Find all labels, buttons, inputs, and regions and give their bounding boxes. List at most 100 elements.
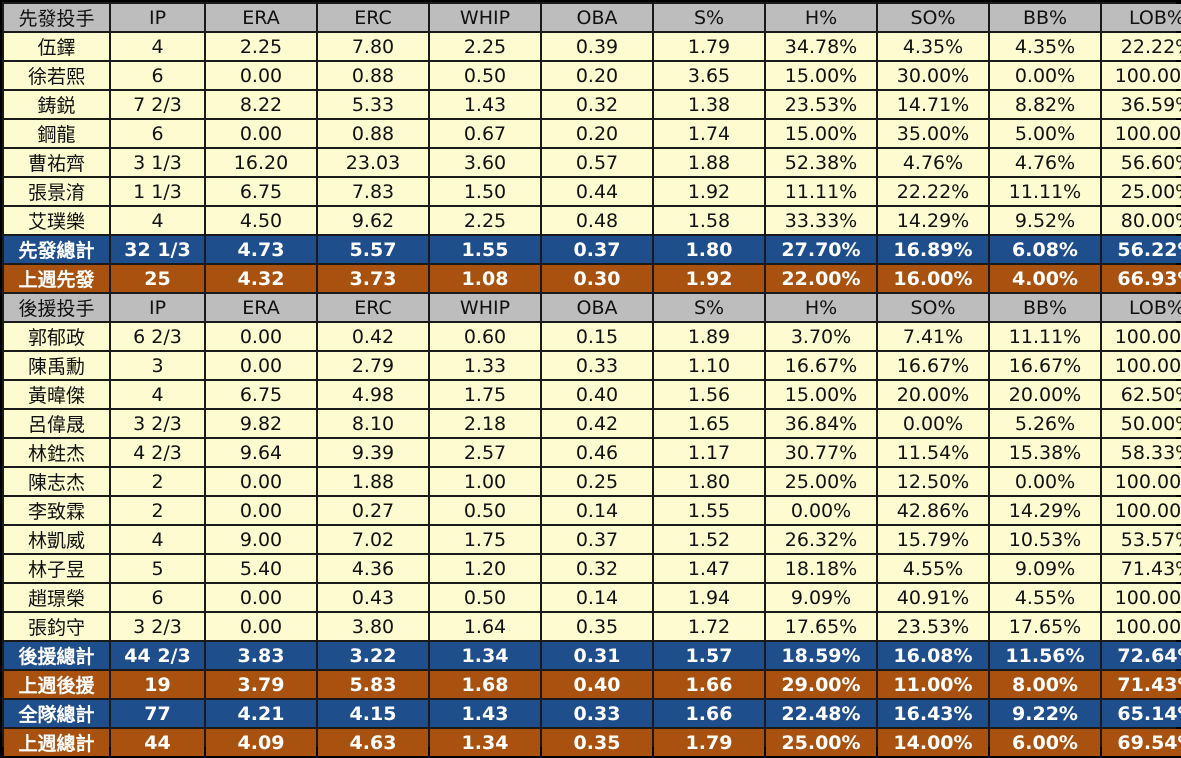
stat-cell: SO% xyxy=(878,294,988,321)
stat-cell: 11.54% xyxy=(878,439,988,466)
stat-cell: 6 2/3 xyxy=(111,323,204,350)
stat-cell: WHIP xyxy=(430,294,540,321)
stat-cell: 11.56% xyxy=(990,642,1100,669)
stat-cell: 22.00% xyxy=(766,265,876,292)
stat-cell: 18.18% xyxy=(766,555,876,582)
stat-cell: 0.00 xyxy=(206,468,316,495)
stat-cell: 1.50 xyxy=(430,178,540,205)
stat-cell: 16.43% xyxy=(878,700,988,727)
stat-cell: ERA xyxy=(206,4,316,31)
reliever-row: 呂偉晟 3 2/3 9.82 8.10 2.18 0.42 1.65 36.84% 0.00% 5… xyxy=(4,410,1181,437)
stat-cell: IP xyxy=(111,4,204,31)
stat-cell: 0.15 xyxy=(542,323,652,350)
stat-cell: 4.21 xyxy=(206,700,316,727)
stat-cell: 1.80 xyxy=(654,468,764,495)
stat-cell: 44 2/3 xyxy=(111,642,204,669)
stat-cell: 0.43 xyxy=(318,584,428,611)
stat-cell: 5.00% xyxy=(990,120,1100,147)
stat-cell: 1.68 xyxy=(430,671,540,698)
stat-cell: 5 xyxy=(111,555,204,582)
row-label-cell: 伍鐸 xyxy=(4,33,109,60)
stat-cell: OBA xyxy=(542,4,652,31)
stat-cell: 23.53% xyxy=(878,613,988,640)
row-label-cell: 先發投手 xyxy=(4,4,109,31)
stat-cell: 17.65% xyxy=(766,613,876,640)
row-label-cell: 林凱威 xyxy=(4,526,109,553)
stat-cell: 1 1/3 xyxy=(111,178,204,205)
stat-cell: 4.73 xyxy=(206,236,316,263)
stat-cell: 42.86% xyxy=(878,497,988,524)
stat-cell: 4.50 xyxy=(206,207,316,234)
stat-cell: 0.00% xyxy=(990,62,1100,89)
stat-cell: 4 xyxy=(111,526,204,553)
relievers-last-week-row: 上週後援 19 3.79 5.83 1.68 0.40 1.66 29.00% 11.00% 8.… xyxy=(4,671,1181,698)
stat-cell: 77 xyxy=(111,700,204,727)
stat-cell: 62.50% xyxy=(1102,381,1181,408)
stat-cell: 9.62 xyxy=(318,207,428,234)
stat-cell: 30.77% xyxy=(766,439,876,466)
stat-cell: 25 xyxy=(111,265,204,292)
relievers-total-row: 後援總計 44 2/3 3.83 3.22 1.34 0.31 1.57 18.59% 16.0… xyxy=(4,642,1181,669)
row-label-cell: 李致霖 xyxy=(4,497,109,524)
stat-cell: 35.00% xyxy=(878,120,988,147)
stat-cell: 0.00 xyxy=(206,352,316,379)
stat-cell: 0.25 xyxy=(542,468,652,495)
stat-cell: 4 xyxy=(111,381,204,408)
stat-cell: 0.39 xyxy=(542,33,652,60)
stat-cell: 1.66 xyxy=(654,700,764,727)
stat-cell: 6 xyxy=(111,584,204,611)
stat-cell: 0.50 xyxy=(430,497,540,524)
stat-cell: 4.35% xyxy=(990,33,1100,60)
stat-cell: 4.55% xyxy=(878,555,988,582)
row-label-cell: 鋳鋭 xyxy=(4,91,109,118)
stat-cell: 8.22 xyxy=(206,91,316,118)
stat-cell: 2.25 xyxy=(430,33,540,60)
stat-cell: 0.50 xyxy=(430,62,540,89)
stat-cell: 6 xyxy=(111,120,204,147)
stat-cell: 16.67% xyxy=(766,352,876,379)
row-label-cell: 上週後援 xyxy=(4,671,109,698)
stat-cell: 15.38% xyxy=(990,439,1100,466)
stat-cell: 56.60% xyxy=(1102,149,1181,176)
stat-cell: 6.00% xyxy=(990,729,1100,756)
starter-row: 鋳鋭 7 2/3 8.22 5.33 1.43 0.32 1.38 23.53% 14.71% 8… xyxy=(4,91,1181,118)
row-label-cell: 全隊總計 xyxy=(4,700,109,727)
stat-cell: 5.33 xyxy=(318,91,428,118)
stat-cell: 6.75 xyxy=(206,178,316,205)
stat-cell: 1.88 xyxy=(318,468,428,495)
stat-cell: 1.92 xyxy=(654,178,764,205)
row-label-cell: 張景淯 xyxy=(4,178,109,205)
stat-cell: 1.08 xyxy=(430,265,540,292)
stat-cell: 7 2/3 xyxy=(111,91,204,118)
stat-cell: 0.35 xyxy=(542,613,652,640)
stat-cell: 4.09 xyxy=(206,729,316,756)
stat-cell: 16.20 xyxy=(206,149,316,176)
stat-cell: 19 xyxy=(111,671,204,698)
stat-cell: 0.32 xyxy=(542,91,652,118)
stat-cell: 29.00% xyxy=(766,671,876,698)
stat-cell: 5.26% xyxy=(990,410,1100,437)
stat-cell: 100.00% xyxy=(1102,613,1181,640)
stat-cell: 1.80 xyxy=(654,236,764,263)
stat-cell: 4.35% xyxy=(878,33,988,60)
stat-cell: 66.93% xyxy=(1102,265,1181,292)
stat-cell: 15.00% xyxy=(766,381,876,408)
row-label-cell: 陳禹勳 xyxy=(4,352,109,379)
stat-cell: 1.58 xyxy=(654,207,764,234)
stat-cell: 4.63 xyxy=(318,729,428,756)
stat-cell: 0.00 xyxy=(206,497,316,524)
stat-cell: 2 xyxy=(111,497,204,524)
stat-cell: 3.65 xyxy=(654,62,764,89)
stat-cell: 1.17 xyxy=(654,439,764,466)
stat-cell: 7.02 xyxy=(318,526,428,553)
stat-cell: 1.20 xyxy=(430,555,540,582)
row-label-cell: 艾璞樂 xyxy=(4,207,109,234)
reliever-row: 陳志杰 2 0.00 1.88 1.00 0.25 1.80 25.00% 12.50% 0.00… xyxy=(4,468,1181,495)
row-label-cell: 先發總計 xyxy=(4,236,109,263)
stat-cell: 100.00% xyxy=(1102,62,1181,89)
row-label-cell: 徐若熙 xyxy=(4,62,109,89)
stat-cell: 33.33% xyxy=(766,207,876,234)
stat-cell: 8.00% xyxy=(990,671,1100,698)
stat-cell: 18.59% xyxy=(766,642,876,669)
